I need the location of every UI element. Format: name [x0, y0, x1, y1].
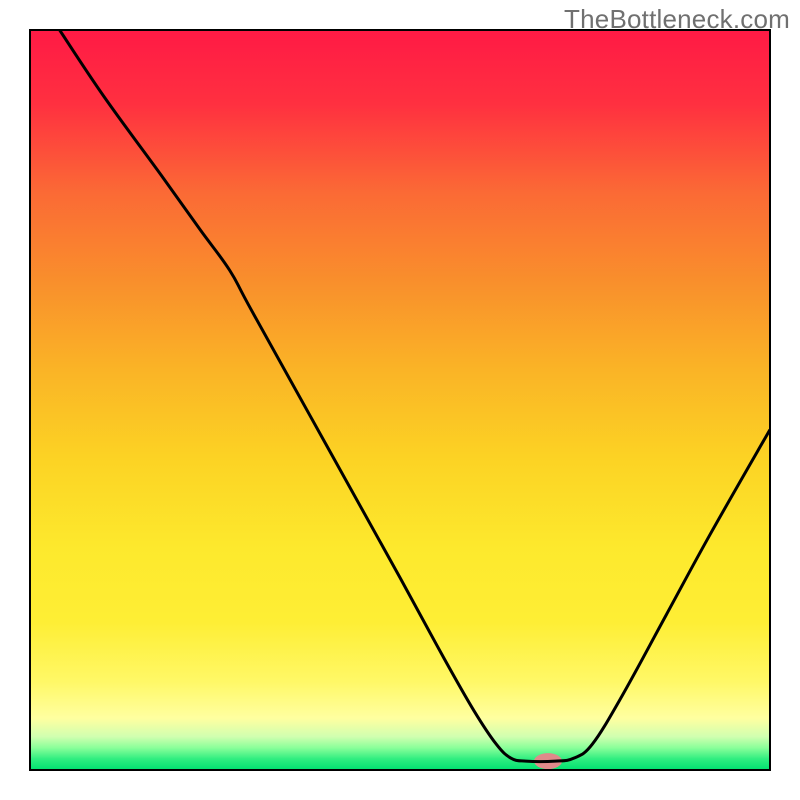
watermark-text: TheBottleneck.com — [564, 4, 790, 35]
chart-container: TheBottleneck.com — [0, 0, 800, 800]
plot-background — [30, 30, 770, 770]
bottleneck-chart — [0, 0, 800, 800]
